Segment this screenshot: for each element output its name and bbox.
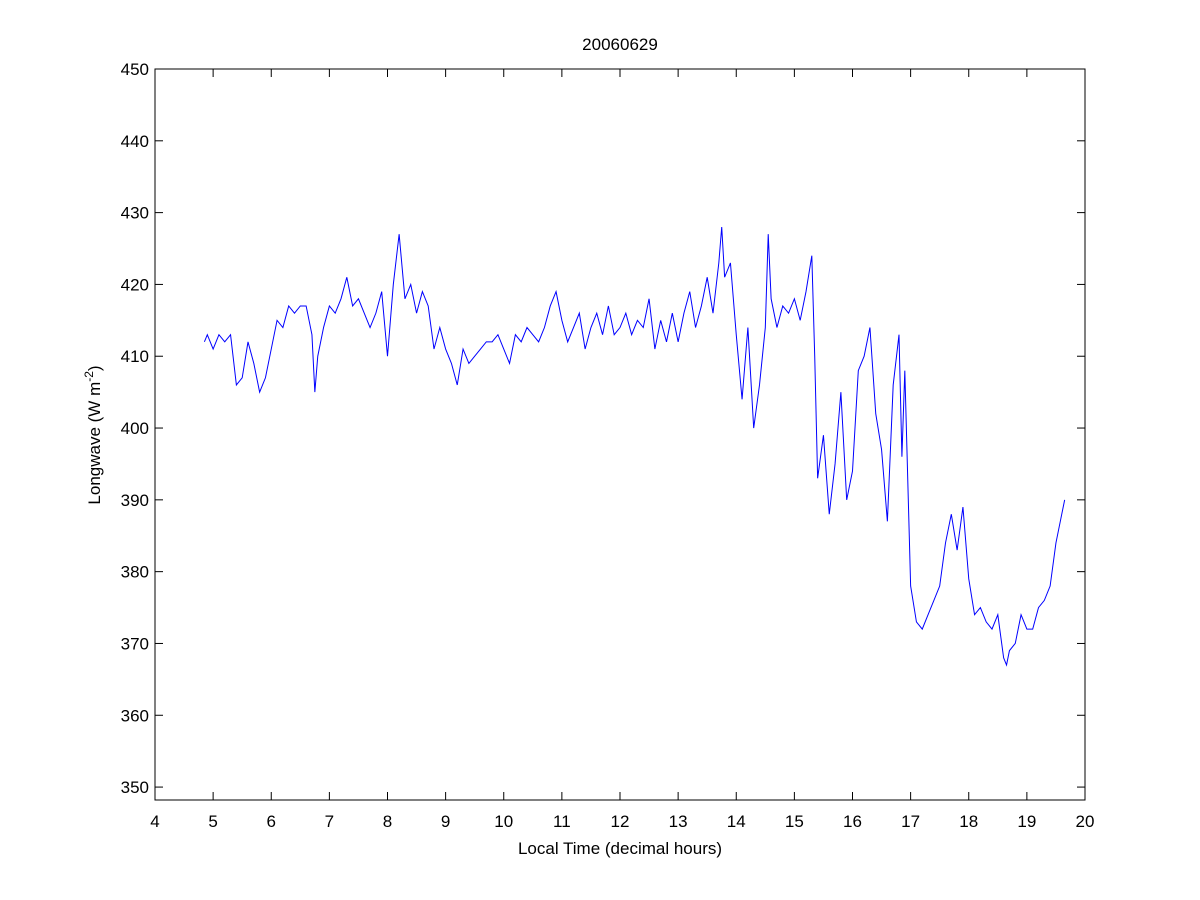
y-tick-label: 390 xyxy=(121,491,149,510)
x-tick-label: 8 xyxy=(383,812,392,831)
y-axis-label-end: ) xyxy=(85,365,104,371)
x-tick-label: 13 xyxy=(669,812,688,831)
x-tick-label: 11 xyxy=(553,812,571,831)
y-tick-label: 360 xyxy=(121,706,149,725)
chart-title: 20060629 xyxy=(582,35,658,54)
y-tick-label: 420 xyxy=(121,275,149,294)
x-tick-label: 14 xyxy=(727,812,746,831)
x-tick-label: 4 xyxy=(150,812,159,831)
y-axis-label-superscript: -2 xyxy=(82,371,96,382)
x-tick-label: 7 xyxy=(325,812,334,831)
x-tick-label: 15 xyxy=(785,812,804,831)
x-tick-label: 12 xyxy=(611,812,630,831)
x-tick-label: 16 xyxy=(843,812,862,831)
x-tick-label: 18 xyxy=(959,812,978,831)
y-tick-label: 380 xyxy=(121,563,149,582)
y-tick-label: 440 xyxy=(121,132,149,151)
y-tick-label: 450 xyxy=(121,60,149,79)
x-tick-label: 5 xyxy=(208,812,217,831)
y-tick-label: 430 xyxy=(121,204,149,223)
data-line xyxy=(203,226,1066,667)
y-axis-label-text: Longwave (W m xyxy=(85,382,104,505)
x-tick-label: 10 xyxy=(494,812,513,831)
x-tick-label: 6 xyxy=(267,812,276,831)
y-tick-label: 350 xyxy=(121,778,149,797)
y-tick-label: 370 xyxy=(121,634,149,653)
plot-box xyxy=(154,68,1086,801)
y-tick-label: 410 xyxy=(121,347,149,366)
x-axis-label: Local Time (decimal hours) xyxy=(518,839,722,858)
x-tick-label: 9 xyxy=(441,812,450,831)
x-tick-label: 17 xyxy=(901,812,920,831)
x-tick-label: 20 xyxy=(1076,812,1095,831)
y-tick-label: 400 xyxy=(121,419,149,438)
y-axis-label: Longwave (W m-2) xyxy=(82,365,104,504)
x-tick-label: 19 xyxy=(1017,812,1036,831)
